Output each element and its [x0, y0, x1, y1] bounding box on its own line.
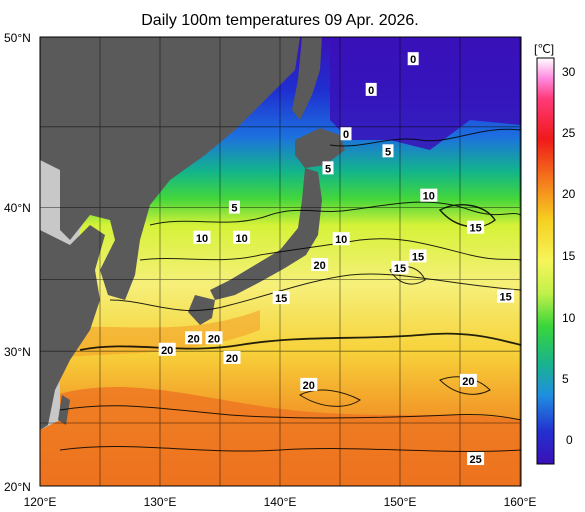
contour-label: 0	[410, 54, 416, 66]
contour-label-box	[205, 331, 223, 345]
contour-label: 20	[313, 260, 325, 272]
contour-label-box	[467, 452, 485, 466]
china-coast-land	[40, 225, 105, 430]
map-frame	[39, 36, 522, 487]
lon-tick-label: 120°E	[24, 495, 57, 509]
contour-label: 10	[196, 233, 208, 245]
contour-label: 20	[208, 333, 220, 345]
colorbar	[536, 57, 555, 465]
contour-label: 10	[423, 191, 435, 203]
lat-tick-label: 50°N	[4, 31, 31, 45]
sakhalin-island	[292, 37, 322, 120]
colorbar-tick: 10	[562, 311, 576, 325]
colorbar-tick: 20	[562, 187, 576, 201]
contour-label-box	[272, 291, 290, 305]
lon-tick-label: 130°E	[144, 495, 177, 509]
contour-label-box	[407, 52, 419, 66]
contour-label: 5	[231, 203, 237, 215]
colorbar-ticks: 30 25 20 15 10 5 0	[562, 65, 576, 447]
honshu-island	[210, 168, 322, 300]
colorbar-tick: 5	[562, 372, 569, 386]
colorbar-tick: 0	[566, 433, 573, 447]
contour-label-box	[311, 258, 329, 272]
lon-tick-label: 140°E	[264, 495, 297, 509]
lon-tick-label: 150°E	[384, 495, 417, 509]
contour-label-box	[185, 331, 203, 345]
contour-label-box	[322, 161, 334, 175]
unit-label: [℃]	[534, 42, 554, 56]
contour-label: 20	[462, 376, 474, 388]
contour-label-layer: 0 0 0 5 5 5 10 10 10 10 15 15 15 15 15 20 20 20 20 20 20 20 25	[158, 52, 515, 466]
contour-label: 20	[226, 353, 238, 365]
contour-label-box	[233, 230, 251, 244]
contour-label-box	[193, 230, 211, 244]
taiwan-island	[58, 395, 70, 425]
contour-label-box	[420, 188, 438, 202]
contour-label: 15	[499, 292, 511, 304]
contour-label: 10	[235, 233, 247, 245]
map-title: Daily 100m temperatures 09 Apr. 2026.	[141, 12, 419, 29]
colorbar-tick: 30	[562, 65, 576, 79]
contour-label-box	[300, 377, 318, 391]
contour-label: 5	[325, 163, 331, 175]
contour-label: 15	[412, 251, 424, 263]
contour-label: 25	[469, 454, 481, 466]
lat-tick-label: 20°N	[4, 480, 31, 494]
colorbar-tick: 25	[562, 126, 576, 140]
contour-label: 5	[385, 146, 391, 158]
contour-label: 15	[469, 223, 481, 235]
lon-tick-label: 160°E	[504, 495, 537, 509]
contour-label-box	[158, 342, 176, 356]
contour-label-box	[228, 200, 240, 214]
contour-label: 20	[161, 345, 173, 357]
contour-label-box	[497, 289, 515, 303]
contour-label: 0	[343, 129, 349, 141]
contour-label: 20	[303, 380, 315, 392]
colorbar-tick: 15	[562, 249, 576, 263]
contour-label-box	[391, 260, 409, 274]
contour-label-box	[467, 220, 485, 234]
contour-label-box	[365, 82, 377, 96]
contour-label: 10	[335, 234, 347, 246]
lat-tick-label: 40°N	[4, 201, 31, 215]
north-asia-land	[40, 37, 300, 300]
contour-label-box	[382, 144, 394, 158]
contour-label: 0	[368, 85, 374, 97]
contour-label: 15	[275, 293, 287, 305]
contour-label-box	[459, 373, 477, 387]
lat-tick-label: 30°N	[4, 345, 31, 359]
contour-label: 15	[394, 263, 406, 275]
contour-label-box	[223, 350, 241, 364]
contour-label-box	[332, 232, 350, 246]
contour-label: 20	[187, 333, 199, 345]
contour-label-box	[409, 249, 427, 263]
hokkaido-island	[295, 128, 345, 168]
contour-label-box	[340, 127, 352, 141]
